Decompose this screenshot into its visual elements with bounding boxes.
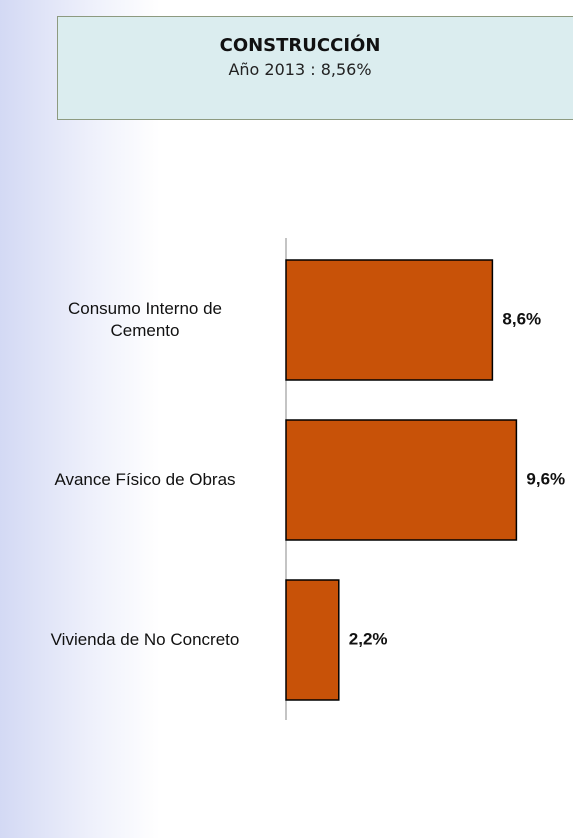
value-label: 9,6% <box>526 469 565 488</box>
title-box: CONSTRUCCIÓN Año 2013 : 8,56% <box>57 16 573 120</box>
value-label: 2,2% <box>349 629 388 648</box>
chart-subtitle: Año 2013 : 8,56% <box>228 60 372 79</box>
bar <box>285 419 518 541</box>
chart-title: CONSTRUCCIÓN <box>219 35 381 56</box>
category-label: Avance Físico de Obras <box>54 470 236 489</box>
category-label: Consumo Interno de Cemento <box>67 299 223 340</box>
category-label: Vivienda de No Concreto <box>50 630 240 649</box>
bar <box>285 579 340 701</box>
value-label: 8,6% <box>502 309 541 328</box>
bar <box>285 259 494 381</box>
